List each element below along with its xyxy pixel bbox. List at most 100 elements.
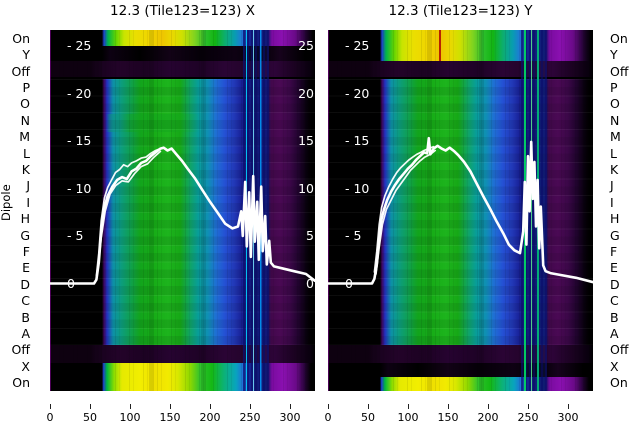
- x-tick-label: 100: [397, 411, 419, 424]
- row-label: F: [610, 244, 618, 260]
- row-label: L: [23, 145, 30, 161]
- row-label: J: [610, 178, 614, 194]
- row-label: G: [20, 227, 30, 243]
- row-label: D: [610, 276, 620, 292]
- x-axis-panel-x: 0 50 100 150 200 250 300: [47, 391, 315, 431]
- panel-x-title: 12.3 (Tile123=123) X: [110, 3, 255, 19]
- heatmap-panel-x: - 25 - 20 - 15 - 10 - 5 0 25 20 15 10 5 …: [50, 30, 315, 391]
- x-tick-label: 50: [361, 411, 375, 424]
- x-tick: [488, 404, 489, 409]
- heatmap-main-block: [328, 79, 593, 345]
- value-tick-label: - 5: [67, 228, 84, 243]
- value-tick-label: - 10: [345, 180, 370, 196]
- row-label: H: [20, 211, 30, 227]
- value-tick-label-right: 15: [298, 133, 314, 148]
- row-label: E: [22, 260, 30, 276]
- value-tick-label-right: 10: [298, 180, 314, 196]
- value-tick-label: - 20: [345, 85, 370, 101]
- bandpass-curve-main: [328, 136, 593, 285]
- heatmap-channel-stripes: [50, 30, 315, 391]
- bandpass-curves-x: [50, 146, 315, 285]
- value-tick-label: - 25: [345, 38, 370, 53]
- value-tick-label-right: 0: [306, 275, 314, 291]
- heatmap-row-steps: [50, 79, 315, 345]
- x-tick-label: 250: [517, 411, 539, 424]
- row-label: Off: [610, 342, 629, 358]
- x-tick-label: 150: [159, 411, 181, 424]
- bandpass-curve-main: [50, 146, 315, 285]
- row-label: Y: [22, 47, 30, 63]
- bandpass-curve-upper: [373, 145, 435, 273]
- value-tick-label: - 10: [67, 180, 92, 196]
- row-label: D: [20, 276, 30, 292]
- heatmap-panel-y: - 25 - 20 - 15 - 10 - 5 0: [328, 30, 593, 391]
- heatmap-rows-x-on-bottom: [50, 363, 315, 391]
- row-label: Off: [610, 63, 629, 79]
- row-label: On: [610, 30, 628, 46]
- row-label: K: [21, 161, 30, 177]
- x-tick-label: 300: [279, 411, 301, 424]
- x-tick: [328, 404, 329, 409]
- value-tick-label: - 15: [67, 133, 92, 148]
- x-axis-panel-y: 0 50 100 150 200 250 300: [325, 391, 593, 431]
- x-tick: [568, 404, 569, 409]
- x-tick-label: 300: [557, 411, 579, 424]
- bandpass-curve-lower: [97, 150, 162, 271]
- value-tick-label: - 15: [345, 133, 370, 148]
- row-label: E: [610, 260, 618, 276]
- x-tick-label: 200: [477, 411, 499, 424]
- x-tick: [50, 404, 51, 409]
- x-tick-label: 0: [324, 411, 332, 424]
- row-labels-left: On Y Off P O N M L K J I H G F E D C B A…: [2, 30, 30, 391]
- heatmap-row-steps: [328, 79, 593, 345]
- heatmap-left-edge-line: [328, 30, 329, 391]
- row-label: H: [610, 211, 620, 227]
- x-tick: [448, 404, 449, 409]
- x-tick: [408, 404, 409, 409]
- row-label: B: [21, 309, 30, 325]
- heatmap-left-edge-line: [50, 30, 51, 391]
- row-label: F: [22, 244, 30, 260]
- row-label: O: [20, 96, 30, 112]
- row-label: L: [610, 145, 617, 161]
- x-tick: [170, 404, 171, 409]
- x-tick-label: 250: [239, 411, 261, 424]
- x-tick-label: 0: [46, 411, 54, 424]
- value-tick-label-right: 5: [306, 228, 314, 243]
- x-tick: [210, 404, 211, 409]
- bandpass-curve-lower: [375, 149, 437, 275]
- row-label: C: [610, 293, 619, 309]
- row-label: Off: [11, 63, 30, 79]
- bandpass-curve-upper: [95, 147, 162, 277]
- row-label: On: [12, 375, 30, 391]
- row-label: I: [26, 194, 30, 210]
- row-label: X: [21, 358, 30, 374]
- row-label: N: [610, 112, 620, 128]
- row-label: B: [610, 309, 619, 325]
- value-tick-label: - 5: [345, 228, 362, 243]
- x-tick: [290, 404, 291, 409]
- row-label: K: [610, 161, 619, 177]
- row-labels-right: On Y Off P O N M L K J I H G F E D C B A…: [610, 30, 640, 391]
- panel-y-title: 12.3 (Tile123=123) Y: [388, 3, 533, 19]
- heatmap-channel-stripes: [328, 30, 593, 391]
- row-label: X: [610, 358, 619, 374]
- x-tick: [130, 404, 131, 409]
- x-tick-label: 150: [437, 411, 459, 424]
- x-tick: [90, 404, 91, 409]
- value-tick-label-right: 20: [298, 85, 314, 101]
- row-label: Y: [610, 47, 618, 63]
- x-tick-label: 100: [119, 411, 141, 424]
- row-label: G: [610, 227, 620, 243]
- row-label: I: [610, 194, 614, 210]
- row-label: N: [20, 112, 30, 128]
- x-tick: [528, 404, 529, 409]
- row-label: P: [610, 79, 618, 95]
- row-label: P: [22, 79, 30, 95]
- row-label: Off: [11, 342, 30, 358]
- row-label: O: [610, 96, 620, 112]
- row-label: A: [610, 326, 619, 342]
- rfi-red-line: [439, 30, 441, 61]
- row-label: On: [12, 30, 30, 46]
